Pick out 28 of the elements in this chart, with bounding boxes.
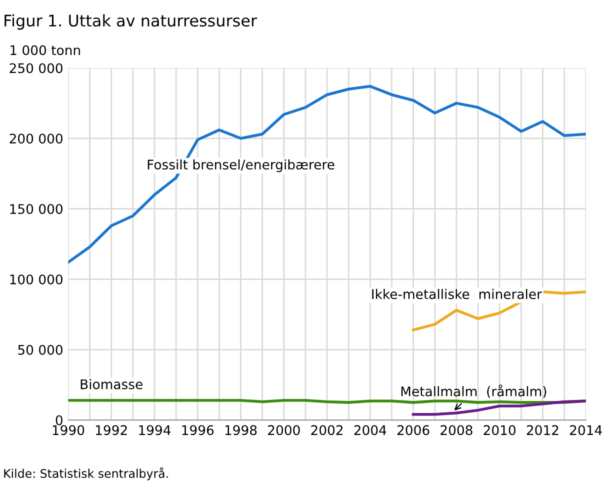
- y-tick-label: 200 000: [10, 134, 62, 144]
- y-tick-label: 250 000: [10, 63, 62, 74]
- y-tick-label: 150 000: [10, 204, 62, 214]
- text: Kilde: Statistisk sentralbyrå.: [4, 467, 168, 480]
- x-tick-label: 2004: [354, 425, 386, 436]
- x-tick-label: 2002: [311, 425, 342, 436]
- x-tick-label: 2014: [570, 425, 602, 436]
- line-series: [412, 400, 586, 416]
- x-tick-label: 2000: [268, 425, 300, 436]
- x-tick-label: 1998: [225, 425, 257, 436]
- x-tick-label: 1990: [52, 425, 84, 436]
- series-label: Fossilt brensel/energibærere: [148, 159, 334, 172]
- y-axis-title: 1 000 tonn: [10, 45, 80, 56]
- x-tick-label: 2008: [440, 425, 472, 436]
- chart-title: Figur 1. Uttak av naturressurser: [4, 14, 258, 30]
- series-label: Metallmalm (råmalm): [401, 384, 546, 398]
- x-tick-label: 2010: [484, 425, 516, 436]
- y-tick-label: 50 000: [18, 344, 62, 355]
- x-tick-label: 1996: [182, 425, 214, 436]
- series-label: Ikke-metalliske mineraler: [372, 288, 542, 300]
- x-tick-label: 1992: [96, 425, 127, 436]
- line-series: [68, 84, 586, 264]
- x-tick-label: 1994: [139, 425, 171, 436]
- series-label: Biomasse: [80, 379, 142, 390]
- x-tick-label: 2006: [397, 425, 430, 436]
- y-tick-label: 100 000: [10, 274, 62, 284]
- x-tick-label: 2012: [526, 425, 558, 436]
- y-tick-label: 0: [56, 415, 62, 426]
